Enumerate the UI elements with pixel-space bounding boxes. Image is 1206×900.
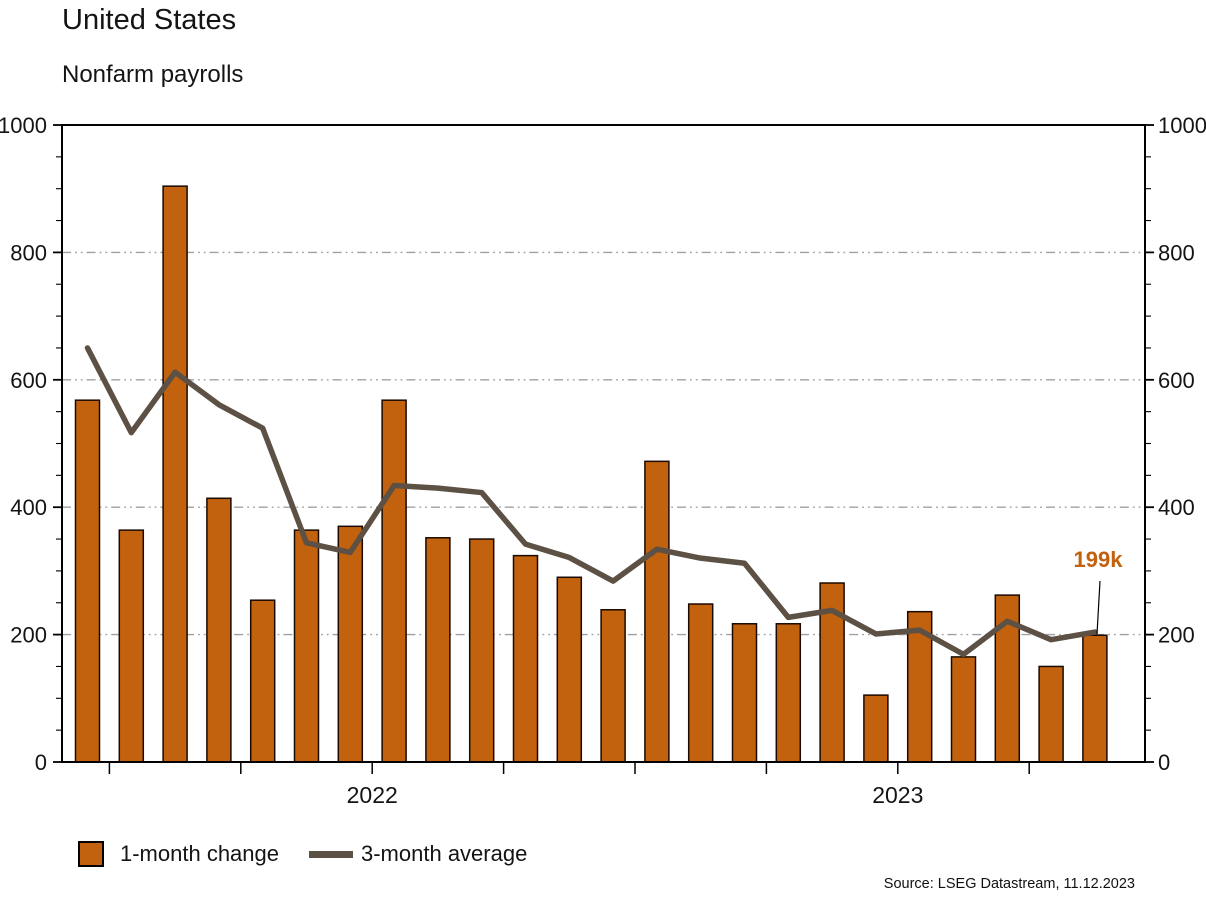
- y-axis-label-left-800: 800: [10, 240, 47, 265]
- bar-Nov-2023: [1082, 634, 1108, 763]
- bar-series-swatch-icon: [78, 841, 104, 867]
- bar-Jul-2022: [381, 399, 407, 763]
- bar-Aug-2022: [425, 537, 451, 763]
- bar-Jun-2022: [337, 525, 364, 763]
- y-axis-label-right-800: 800: [1158, 240, 1195, 265]
- bar-Apr-2023: [775, 623, 802, 763]
- bar-Jun-2023: [863, 694, 889, 763]
- y-axis-label-right-200: 200: [1158, 623, 1195, 648]
- y-axis-label-right-600: 600: [1158, 368, 1195, 393]
- bar-Nov-2022: [556, 576, 583, 763]
- three-month-average-line: [84, 345, 1098, 658]
- page-title: United States: [62, 4, 237, 36]
- bar-Dec-2021: [74, 399, 101, 763]
- source-note: Source: LSEG Datastream, 11.12.2023: [883, 876, 1135, 892]
- bar-Sep-2022: [468, 538, 495, 763]
- bar-Jan-2023: [644, 460, 670, 763]
- line-series-swatch-icon: [309, 850, 353, 858]
- y-axis-label-left-0: 0: [35, 750, 47, 775]
- bar-Oct-2022: [512, 554, 539, 763]
- bar-Feb-2022: [162, 185, 188, 763]
- y-axis-label-left-1000: 1000: [0, 113, 47, 138]
- page-subtitle: Nonfarm payrolls: [62, 61, 244, 88]
- legend-label-3month: 3-month average: [361, 841, 528, 866]
- bar-May-2022: [293, 529, 320, 763]
- legend: 1-month change 3-month average: [78, 841, 527, 867]
- latest-value-annotation: 199k: [1073, 547, 1123, 572]
- bar-Aug-2023: [950, 656, 977, 763]
- bar-Apr-2022: [249, 599, 276, 763]
- y-axis-label-right-400: 400: [1158, 495, 1195, 520]
- y-axis-label-right-1000: 1000: [1158, 113, 1206, 138]
- y-axis-label-left-200: 200: [10, 623, 47, 648]
- bar-Jan-2022: [118, 529, 145, 763]
- y-axis-label-left-600: 600: [10, 368, 47, 393]
- bar-Mar-2022: [206, 497, 232, 763]
- bar-Oct-2023: [1038, 665, 1064, 763]
- y-axis-label-right-0: 0: [1158, 750, 1170, 775]
- y-axis-label-left-400: 400: [10, 495, 47, 520]
- annotation-callout-line: [1096, 580, 1101, 635]
- bar-Feb-2023: [687, 603, 714, 763]
- x-year-label-2023: 2023: [872, 782, 923, 808]
- bar-Mar-2023: [731, 623, 758, 763]
- legend-label-1month: 1-month change: [120, 841, 279, 866]
- x-year-label-2022: 2022: [347, 782, 398, 808]
- bar-Dec-2022: [600, 609, 626, 763]
